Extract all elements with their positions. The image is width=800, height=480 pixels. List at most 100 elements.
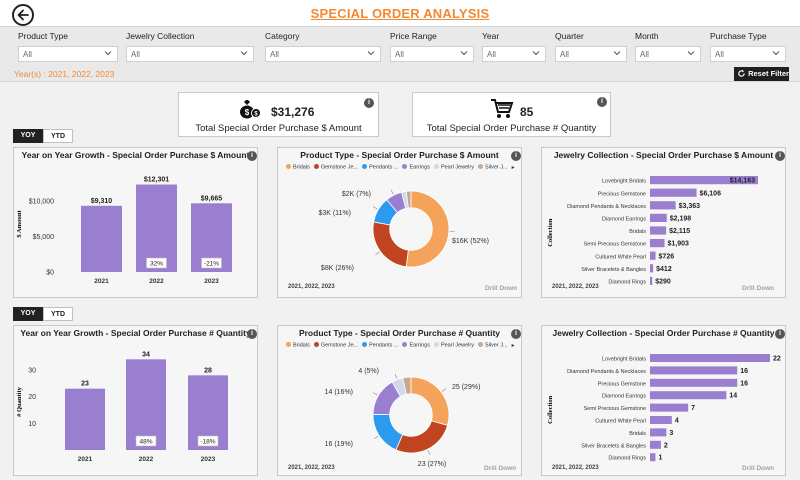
filter-product-type-select[interactable]: All — [18, 46, 118, 62]
slice-label: 25 (29%) — [452, 384, 480, 391]
filter-label: Category — [265, 31, 300, 41]
bar — [650, 251, 656, 260]
collection-amount-chart: Collection Lovebright Bridals $14,163 Preci… — [547, 176, 758, 286]
kpi-quantity-card: 85 Total Special Order Purchase # Quanti… — [412, 92, 611, 137]
bar — [650, 264, 654, 273]
yoy-quantity-chart: # Quantity 10 20 30 23 2021 34 2022 48% 28 2023 -18… — [16, 351, 228, 463]
legend-item[interactable]: Silver J... — [477, 342, 508, 349]
info-icon[interactable]: i — [511, 151, 521, 161]
drill-down-button[interactable]: Drill Down — [485, 285, 518, 292]
growth-label: 48% — [139, 439, 152, 446]
bar-value-label: 3 — [669, 430, 673, 437]
page-title: SPECIAL ORDER ANALYSIS — [310, 6, 490, 21]
slice-label: 16 (19%) — [325, 441, 353, 448]
legend-swatch — [286, 164, 291, 169]
info-icon[interactable]: i — [511, 329, 521, 339]
bar-value-label: $3,363 — [679, 203, 701, 210]
ytd-toggle-button[interactable]: YTD — [43, 307, 73, 321]
bar-value-label: $6,106 — [700, 190, 722, 197]
ytd-toggle-button[interactable]: YTD — [43, 129, 73, 143]
filter-year: Year All — [482, 31, 546, 62]
yoy-toggle-button[interactable]: YOY — [13, 129, 43, 143]
filter-quarter-select[interactable]: All — [555, 46, 627, 62]
bar-value-label: 2 — [664, 442, 668, 449]
filter-price-range-select[interactable]: All — [390, 46, 474, 62]
bar — [650, 276, 653, 285]
legend-item[interactable]: Earrings — [402, 164, 430, 171]
legend-label: Gemstone Je... — [320, 164, 359, 171]
legend-swatch — [477, 164, 483, 169]
category-label: Diamond Earrings — [602, 217, 646, 223]
leader-line — [390, 189, 394, 195]
y-tick-label: $5,000 — [33, 234, 55, 241]
info-icon[interactable]: i — [247, 329, 257, 339]
slice-label: $2K (7%) — [342, 191, 371, 198]
pie-slice — [372, 221, 409, 268]
legend-item[interactable]: Silver J... — [477, 164, 508, 171]
filter-label: Year — [482, 31, 500, 41]
leader-line — [375, 251, 380, 256]
slice-label: 23 (27%) — [418, 461, 446, 468]
y-axis-label: Collection — [547, 218, 554, 247]
filter-month-select[interactable]: All — [635, 46, 701, 62]
category-label: Semi Precious Gemstone — [584, 242, 646, 248]
info-icon[interactable]: i — [597, 97, 607, 107]
y-axis-label: Collection — [547, 395, 554, 424]
bar — [650, 440, 661, 449]
legend-item[interactable]: Pearl Jewelry — [433, 342, 474, 349]
money-bag-icon: $ $ — [240, 100, 261, 119]
slice-label: $8K (26%) — [321, 265, 354, 272]
info-icon[interactable]: i — [775, 151, 785, 161]
chart-years-caption: 2021, 2022, 2023 — [288, 465, 335, 471]
x-tick-label: 2021 — [78, 456, 93, 463]
bar-value-label: 14 — [729, 393, 737, 400]
chart-years-caption: 2021, 2022, 2023 — [288, 284, 335, 290]
collection-quantity-chart: Collection Lovebright Bridals 22 Diamond Pe… — [547, 354, 781, 462]
filter-label: Product Type — [18, 31, 68, 41]
bar — [650, 201, 676, 210]
yoy-toggle-button[interactable]: YOY — [13, 307, 43, 321]
drill-down-button[interactable]: Drill Down — [484, 465, 517, 472]
filter-category-select[interactable]: All — [265, 46, 381, 62]
legend-item[interactable]: Bridals — [286, 164, 310, 171]
category-label: Precious Gemstone — [598, 381, 646, 387]
x-tick-label: 2023 — [201, 456, 216, 463]
legend-label: Bridals — [293, 164, 310, 171]
filter-purchase-type-select[interactable]: All — [710, 46, 786, 62]
bar-value-label: 16 — [740, 368, 748, 375]
legend-label: Silver J... — [484, 164, 508, 171]
drill-down-button[interactable]: Drill Down — [742, 285, 775, 292]
info-icon[interactable]: i — [364, 98, 374, 108]
legend-swatch — [313, 342, 319, 347]
legend-item[interactable]: Gemstone Je... — [313, 342, 358, 349]
category-label: Diamond Rings — [608, 280, 646, 286]
legend-label: Silver J... — [484, 342, 508, 349]
filter-jewelry-collection: Jewelry Collection All — [126, 31, 254, 62]
info-icon[interactable]: i — [247, 151, 257, 161]
bar — [650, 378, 738, 387]
bar-value-label: 34 — [142, 351, 150, 358]
bar-value-label: $9,310 — [91, 198, 113, 205]
filter-label: Month — [635, 31, 659, 41]
filter-year-select[interactable]: All — [482, 46, 546, 62]
legend-item[interactable]: Pendants ... — [362, 342, 398, 349]
legend-item[interactable]: Gemstone Je... — [313, 164, 359, 171]
category-label: Cultured White Pearl — [595, 254, 646, 260]
category-label: Bridals — [629, 229, 646, 235]
back-arrow-icon[interactable] — [12, 4, 34, 26]
drill-down-button[interactable]: Drill Down — [742, 465, 775, 472]
legend-next-icon[interactable]: ▸ — [511, 165, 515, 171]
legend-item[interactable]: Bridals — [286, 342, 310, 349]
filter-jewelry-collection-select[interactable]: All — [126, 46, 254, 62]
bar — [650, 366, 738, 375]
chart-years-caption: 2021, 2022, 2023 — [552, 284, 599, 290]
bar — [136, 184, 177, 272]
legend-item[interactable]: Pendants ... — [362, 164, 398, 171]
legend-next-icon[interactable]: ▸ — [511, 343, 515, 349]
chart-legend: Bridals Gemstone Je... Pendants ... Earring… — [286, 342, 515, 349]
info-icon[interactable]: i — [775, 329, 785, 339]
kpi-quantity-value: 85 — [520, 105, 534, 119]
reset-filter-button[interactable]: Reset Filter — [734, 67, 789, 81]
legend-item[interactable]: Earrings — [402, 342, 430, 349]
legend-item[interactable]: Pearl Jewelry — [433, 164, 474, 171]
